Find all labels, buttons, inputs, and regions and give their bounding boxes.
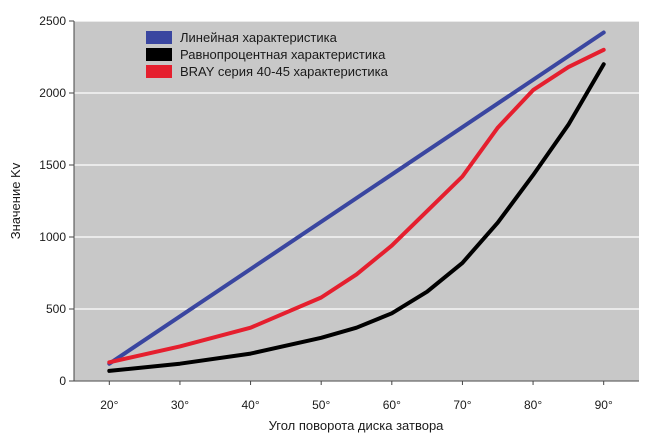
legend: Линейная характеристика Равнопроцентная х…: [146, 30, 389, 79]
legend-label-2: Равнопроцентная характеристика: [180, 47, 386, 62]
y-tick-label: 2000: [39, 86, 66, 100]
y-tick-label: 1500: [39, 158, 66, 172]
x-tick-label: 30°: [171, 398, 189, 412]
y-tick-label: 1000: [39, 230, 66, 244]
series-line-3: [107, 47, 606, 365]
series-line-2: [107, 62, 606, 373]
y-tick-label: 500: [46, 302, 66, 316]
x-tick-label: 70°: [453, 398, 471, 412]
x-tick-label: 20°: [100, 398, 118, 412]
x-axis-title: Угол поворота диска затвора: [269, 418, 445, 433]
series-lines: [107, 30, 606, 373]
x-axis: 20° 30° 40° 50° 60° 70° 80° 90°: [74, 380, 639, 412]
legend-label-1: Линейная характеристика: [180, 30, 338, 45]
y-axis: 0 500 1000 1500 2000 2500: [39, 14, 75, 388]
legend-swatch-3: [146, 65, 172, 78]
x-tick-label: 60°: [383, 398, 401, 412]
x-tick-label: 80°: [524, 398, 542, 412]
legend-label-3: BRAY серия 40-45 характеристика: [180, 64, 389, 79]
x-tick-label: 90°: [595, 398, 613, 412]
x-tick-label: 40°: [241, 398, 259, 412]
legend-swatch-1: [146, 31, 172, 44]
y-tick-label: 2500: [39, 14, 66, 28]
y-tick-label: 0: [59, 374, 66, 388]
y-axis-title: Значение Kv: [8, 162, 23, 239]
legend-swatch-2: [146, 48, 172, 61]
x-tick-label: 50°: [312, 398, 330, 412]
series-line-1: [107, 30, 606, 366]
